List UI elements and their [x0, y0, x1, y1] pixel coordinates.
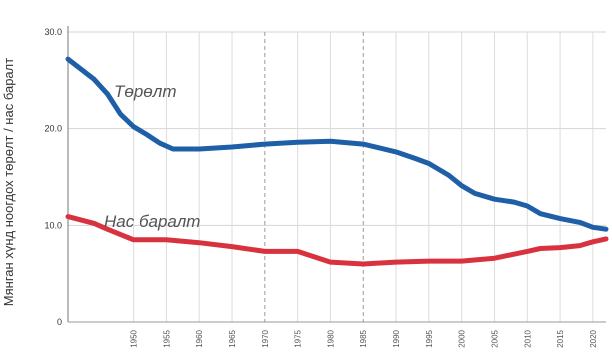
y-tick-label: 30.0	[44, 27, 62, 37]
y-tick-label: 20.0	[44, 124, 62, 134]
y-tick-label: 0	[57, 317, 62, 327]
x-tick-label: 1995	[425, 329, 434, 347]
deaths-label: Нас баралт	[104, 212, 200, 231]
axes: 0 10.0 20.0 30.0 1950 1955 1960 1965 1970 1975 198…	[44, 26, 606, 348]
births-label: Төрөлт	[114, 82, 177, 101]
x-tick-label: 1970	[261, 329, 270, 347]
x-tick-label: 2020	[589, 329, 598, 347]
x-tick-label: 1985	[359, 329, 368, 347]
x-tick-label: 1965	[228, 329, 237, 347]
grid	[68, 32, 606, 322]
x-tick-label: 1990	[392, 329, 401, 347]
x-tick-label: 2005	[490, 329, 499, 347]
x-tick-label: 1950	[130, 329, 139, 347]
x-tick-label: 2000	[458, 329, 467, 347]
x-tick-label: 2010	[523, 329, 532, 347]
labels: Төрөлт Нас баралт	[104, 82, 200, 231]
x-tick-label: 2015	[556, 329, 565, 347]
y-tick-label: 10.0	[44, 220, 62, 230]
x-tick-label: 1975	[294, 329, 303, 347]
x-tick-label: 1980	[326, 329, 335, 347]
y-axis-label: Мянган хүнд ноогдох төрөлт / нас баралт	[1, 58, 16, 306]
x-tick-label: 1955	[162, 329, 171, 347]
x-tick-label: 1960	[195, 329, 204, 347]
